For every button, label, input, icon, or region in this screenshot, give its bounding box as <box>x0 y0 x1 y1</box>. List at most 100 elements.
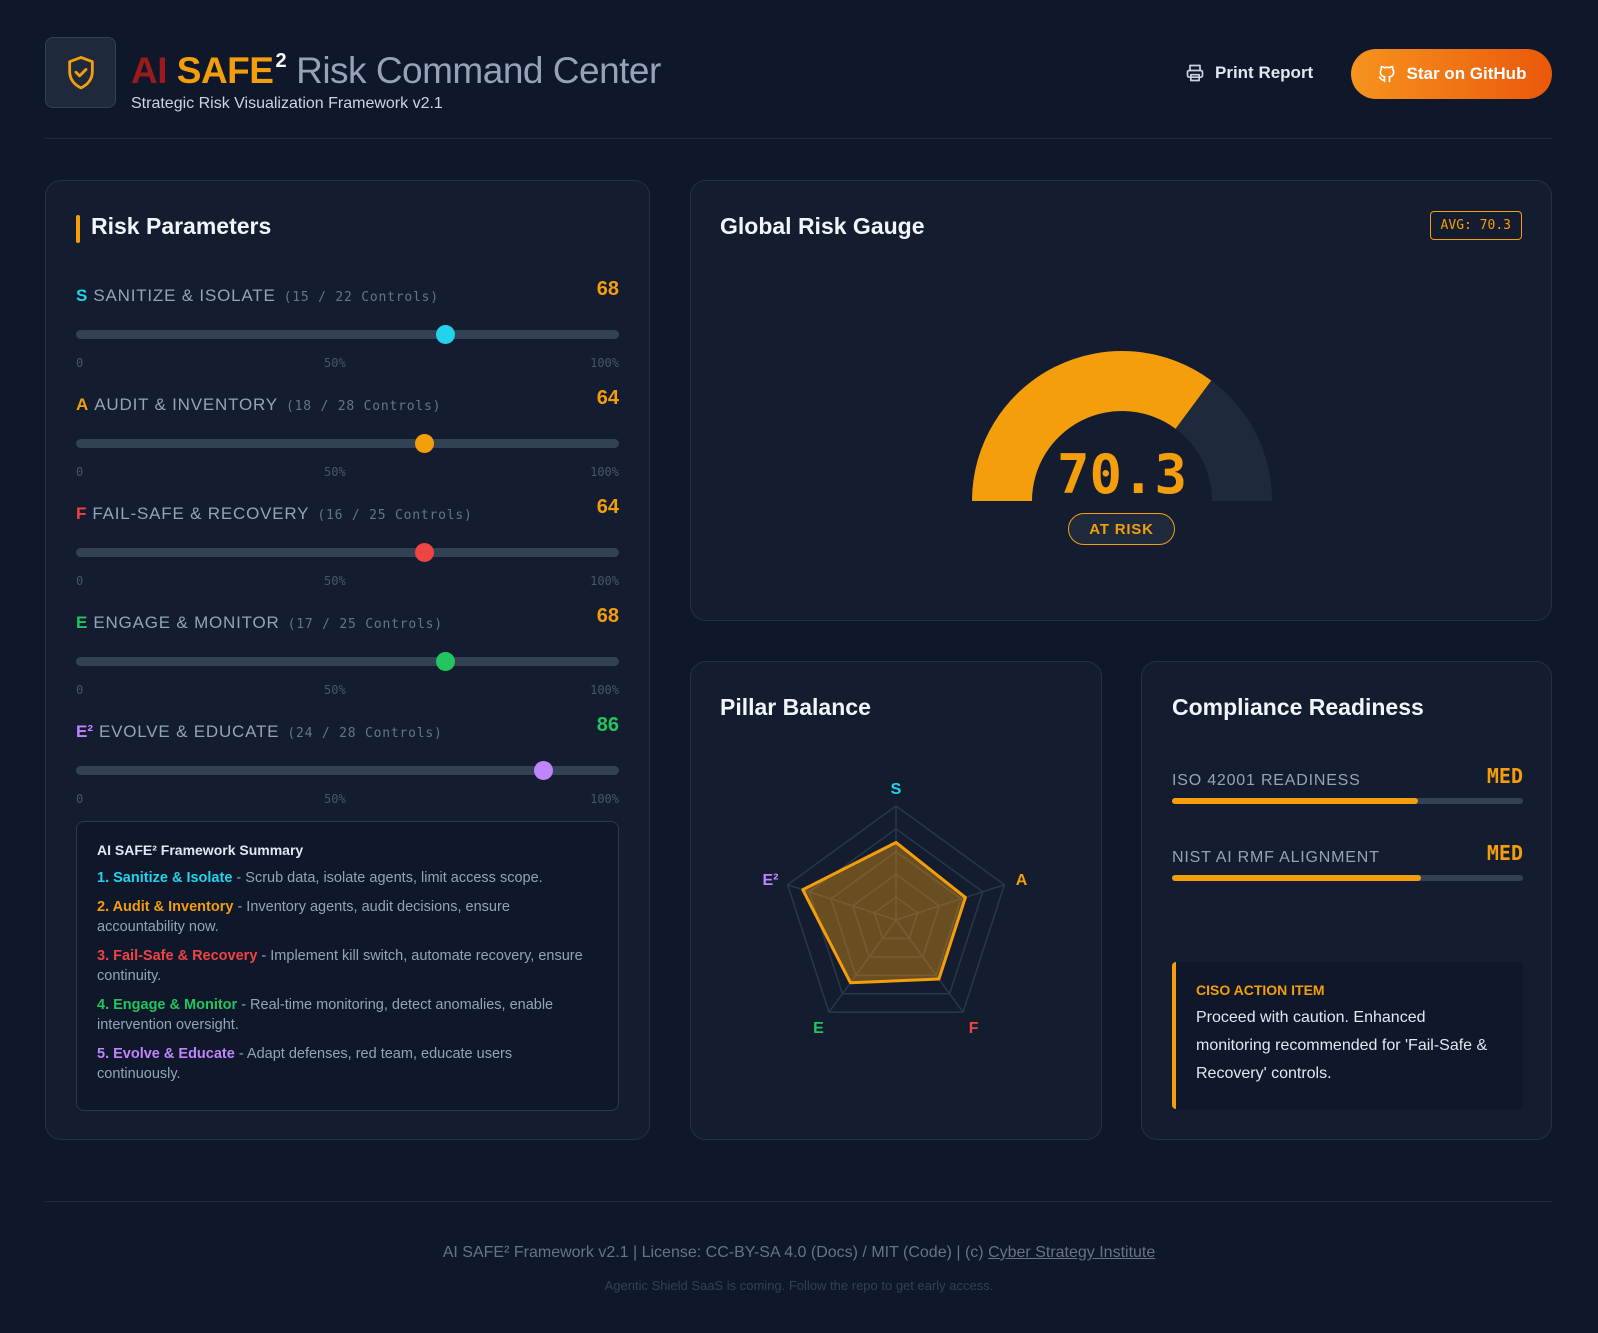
tick-max: 100% <box>590 465 619 479</box>
radar-axis-label: A <box>1016 872 1028 889</box>
tick-mid: 50% <box>324 792 346 806</box>
pillar-balance-title: Pillar Balance <box>720 694 871 720</box>
pillar-slider-thumb[interactable] <box>533 761 553 780</box>
pillar-score: 86 <box>596 714 619 736</box>
risk-parameters-panel: Risk Parameters S SANITIZE & ISOLATE (15 /… <box>45 180 650 1140</box>
pillar-slider-2: A AUDIT & INVENTORY (18 / 28 Controls) 64 0 5… <box>76 387 619 490</box>
ciso-text: Proceed with caution. Enhanced monitorin… <box>1196 1009 1488 1082</box>
footer-divider <box>45 1201 1552 1202</box>
pillar-controls-count: (15 / 22 Controls) <box>283 290 439 305</box>
summary-item-heading: 1. Sanitize & Isolate <box>97 870 233 886</box>
summary-item-text: - Implement kill switch, automate recove… <box>97 948 583 984</box>
status-badge: AT RISK <box>1068 513 1175 545</box>
pillar-slider-track[interactable] <box>76 652 619 671</box>
radar-axis-label: E² <box>762 872 778 889</box>
pillar-slider-track[interactable] <box>76 761 619 780</box>
page-subtitle: Strategic Risk Visualization Framework v… <box>131 95 443 112</box>
title-ai: AI <box>131 50 168 91</box>
gauge-fill <box>972 351 1212 501</box>
summary-item-heading: 2. Audit & Inventory <box>97 899 234 915</box>
pillar-controls-count: (24 / 28 Controls) <box>287 726 443 741</box>
summary-item: 3. Fail-Safe & Recovery - Implement kill… <box>97 946 598 986</box>
pillar-score: 64 <box>596 387 619 409</box>
pillar-slider-thumb[interactable] <box>436 652 456 671</box>
pillar-name: AUDIT & INVENTORY <box>94 395 278 414</box>
radar-axis-label: S <box>891 782 902 798</box>
summary-item-heading: 5. Evolve & Educate <box>97 1046 235 1062</box>
slider-header: E ENGAGE & MONITOR (17 / 25 Controls) 68 <box>76 605 619 637</box>
star-github-label: Star on GitHub <box>1406 64 1527 83</box>
compliance-row-iso: ISO 42001 READINESS MED <box>1172 764 1523 804</box>
pillar-slider-track[interactable] <box>76 543 619 562</box>
tick-min: 0 <box>76 683 84 697</box>
summary-title: AI SAFE² Framework Summary <box>97 842 304 858</box>
pillar-letter: A <box>76 395 89 414</box>
print-report-button[interactable]: Print Report <box>1185 51 1313 95</box>
summary-item: 4. Engage & Monitor - Real-time monitori… <box>97 995 598 1035</box>
shield-check-icon <box>67 55 94 89</box>
pillar-slider-thumb[interactable] <box>436 325 456 344</box>
star-github-button[interactable]: Star on GitHub <box>1351 49 1552 99</box>
pillar-slider-1: S SANITIZE & ISOLATE (15 / 22 Controls) 68 0… <box>76 278 619 381</box>
compliance-progress-track <box>1172 875 1523 881</box>
header-divider <box>45 138 1552 139</box>
pillar-score: 68 <box>596 278 619 300</box>
global-risk-gauge-panel: Global Risk Gauge AVG: 70.3 70.3 AT RISK <box>690 180 1552 621</box>
summary-item-heading: 4. Engage & Monitor <box>97 997 238 1013</box>
pillar-slider-thumb[interactable] <box>414 543 434 562</box>
github-icon <box>1378 65 1395 83</box>
slider-header: F FAIL-SAFE & RECOVERY (16 / 25 Controls) 6… <box>76 496 619 528</box>
footer-announcement: Agentic Shield SaaS is coming. Follow th… <box>604 1278 994 1293</box>
compliance-progress-fill <box>1172 875 1422 881</box>
pillar-slider-track[interactable] <box>76 434 619 453</box>
pillar-letter: F <box>76 504 87 523</box>
footer-license-text: AI SAFE² Framework v2.1 | License: CC-BY… <box>442 1244 989 1261</box>
radar-grid <box>808 827 984 995</box>
page-title: AI SAFE 2 Risk Command Center <box>131 39 661 93</box>
tick-min: 0 <box>76 792 84 806</box>
radar-axis-label: E <box>813 1020 824 1037</box>
radar-data-shape <box>801 840 967 985</box>
compliance-readiness-panel: Compliance Readiness ISO 42001 READINESS… <box>1141 661 1552 1140</box>
slider-header: S SANITIZE & ISOLATE (15 / 22 Controls) 68 <box>76 278 619 310</box>
radar-axis <box>895 919 964 1013</box>
pillar-name: EVOLVE & EDUCATE <box>99 722 280 741</box>
print-report-label: Print Report <box>1215 63 1314 82</box>
summary-item-text: - Inventory agents, audit decisions, ens… <box>97 899 510 935</box>
tick-min: 0 <box>76 465 84 479</box>
pillar-score: 68 <box>596 605 619 627</box>
summary-item: 1. Sanitize & Isolate - Scrub data, isol… <box>97 868 598 888</box>
tick-mid: 50% <box>324 465 346 479</box>
logo <box>45 37 116 108</box>
gauge-title: Global Risk Gauge <box>720 213 925 239</box>
risk-gauge-arc <box>972 351 1272 501</box>
slider-header: E² EVOLVE & EDUCATE (24 / 28 Controls) 86 <box>76 714 619 746</box>
title-safe: SAFE <box>176 50 274 91</box>
compliance-level: MED <box>1486 841 1523 865</box>
title-superscript: 2 <box>275 50 287 72</box>
compliance-row-nist: NIST AI RMF ALIGNMENT MED <box>1172 841 1523 881</box>
ciso-title: CISO ACTION ITEM <box>1196 982 1325 998</box>
pillar-balance-panel: Pillar Balance S A F E E² <box>690 661 1102 1140</box>
cyber-strategy-institute-link[interactable]: Cyber Strategy Institute <box>988 1244 1156 1261</box>
pillar-letter: E² <box>76 722 93 741</box>
pillar-controls-count: (17 / 25 Controls) <box>287 617 443 632</box>
printer-icon <box>1186 64 1204 82</box>
compliance-progress-fill <box>1172 798 1418 804</box>
pillar-slider-thumb[interactable] <box>414 434 434 453</box>
pillar-slider-track[interactable] <box>76 325 619 344</box>
pillar-name: FAIL-SAFE & RECOVERY <box>92 504 310 523</box>
compliance-title: Compliance Readiness <box>1172 694 1424 720</box>
radar-grid <box>851 873 941 958</box>
pillar-slider-5: E² EVOLVE & EDUCATE (24 / 28 Controls) 86 0 5… <box>76 714 619 817</box>
tick-min: 0 <box>76 356 84 370</box>
radar-grid <box>873 896 919 940</box>
pillar-name: ENGAGE & MONITOR <box>93 613 280 632</box>
radar-grid <box>830 850 962 977</box>
tick-max: 100% <box>590 683 619 697</box>
title-accent-bar <box>76 215 80 243</box>
compliance-progress-track <box>1172 798 1523 804</box>
pillar-score: 64 <box>596 496 619 518</box>
framework-summary: AI SAFE² Framework Summary 1. Sanitize &… <box>76 821 619 1111</box>
compliance-label: NIST AI RMF ALIGNMENT <box>1172 849 1380 866</box>
